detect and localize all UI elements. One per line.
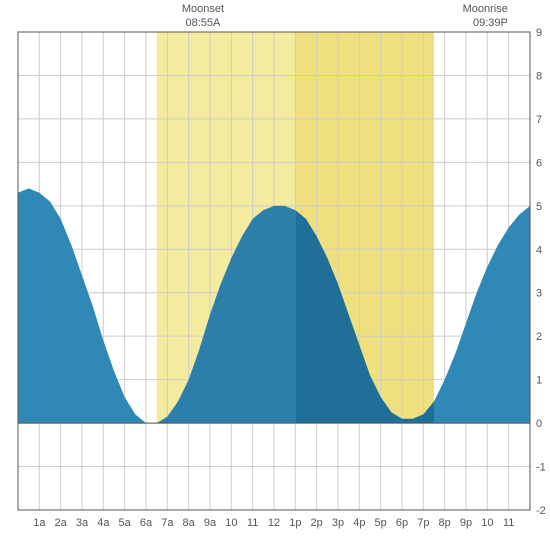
svg-text:10: 10 (225, 517, 237, 529)
svg-text:-1: -1 (536, 462, 546, 474)
svg-text:6p: 6p (396, 517, 408, 529)
svg-text:3a: 3a (76, 517, 89, 529)
moonset-label: Moonset 08:55A (182, 2, 224, 31)
svg-text:1a: 1a (33, 517, 46, 529)
svg-text:1p: 1p (289, 517, 301, 529)
svg-text:5: 5 (536, 201, 542, 213)
svg-text:3p: 3p (332, 517, 344, 529)
svg-text:7p: 7p (417, 517, 429, 529)
svg-text:9p: 9p (460, 517, 472, 529)
svg-text:8: 8 (536, 70, 542, 82)
svg-text:5p: 5p (375, 517, 387, 529)
svg-text:9a: 9a (204, 517, 217, 529)
moonrise-title: Moonrise (463, 3, 508, 15)
svg-text:8a: 8a (183, 517, 196, 529)
svg-text:0: 0 (536, 418, 542, 430)
svg-text:1: 1 (536, 375, 542, 387)
svg-text:12: 12 (268, 517, 280, 529)
moonset-title: Moonset (182, 3, 224, 15)
moonrise-time: 09:39P (463, 16, 508, 30)
svg-text:11: 11 (247, 517, 258, 529)
svg-text:2: 2 (536, 331, 542, 343)
svg-text:8p: 8p (439, 517, 451, 529)
svg-text:6a: 6a (140, 517, 153, 529)
svg-text:4p: 4p (353, 517, 365, 529)
svg-text:3: 3 (536, 288, 542, 300)
svg-text:-2: -2 (536, 505, 546, 517)
svg-text:7: 7 (536, 114, 542, 126)
svg-text:2a: 2a (55, 517, 68, 529)
svg-text:4a: 4a (97, 517, 110, 529)
svg-text:4: 4 (536, 244, 542, 256)
moonrise-label: Moonrise 09:39P (463, 2, 508, 31)
tide-chart: Moonset 08:55A Moonrise 09:39P -2-101234… (0, 0, 550, 550)
svg-text:6: 6 (536, 157, 542, 169)
moonset-time: 08:55A (182, 16, 224, 30)
svg-text:9: 9 (536, 27, 542, 39)
svg-text:10: 10 (481, 517, 493, 529)
chart-svg: -2-101234567891a2a3a4a5a6a7a8a9a1011121p… (0, 0, 550, 550)
svg-text:5a: 5a (119, 517, 132, 529)
svg-text:11: 11 (503, 517, 514, 529)
svg-text:7a: 7a (161, 517, 174, 529)
svg-text:2p: 2p (311, 517, 323, 529)
